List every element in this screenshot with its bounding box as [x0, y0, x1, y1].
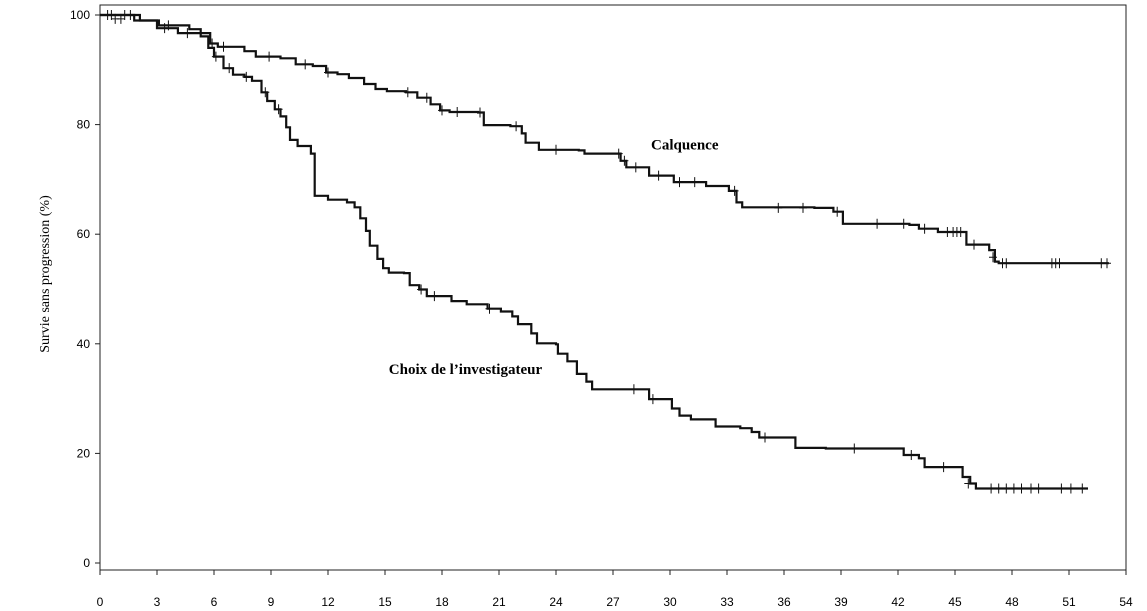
survival-curves	[100, 10, 1111, 494]
censor-mark	[1066, 483, 1075, 494]
x-tick-label-7: 21	[492, 595, 506, 609]
x-tick-label-13: 39	[834, 595, 848, 609]
y-axis: 0 20 40 60 80 100	[70, 8, 100, 570]
censor-mark	[654, 170, 663, 181]
y-tick-label-2: 40	[77, 337, 91, 351]
censor-mark	[774, 202, 783, 213]
censor-marks-0	[107, 10, 1111, 269]
censor-mark	[438, 105, 446, 116]
x-tick-label-8: 24	[549, 595, 563, 609]
censor-mark	[761, 432, 769, 443]
x-tick-label-5: 15	[378, 595, 392, 609]
censor-mark	[873, 218, 882, 229]
censor-mark	[324, 67, 332, 78]
x-tick-label-6: 18	[435, 595, 449, 609]
censor-mark	[956, 227, 965, 238]
censor-mark	[970, 239, 978, 250]
censor-mark	[629, 384, 638, 395]
series-line-1	[100, 13, 1088, 490]
censor-mark	[301, 59, 310, 70]
x-tick-label-9: 27	[606, 595, 620, 609]
censor-mark	[111, 13, 120, 24]
censor-mark	[730, 185, 739, 196]
censor-mark	[1103, 258, 1111, 269]
censor-mark	[850, 443, 859, 454]
censor-mark	[225, 63, 234, 74]
censor-mark	[219, 41, 228, 52]
censor-mark	[1027, 483, 1035, 494]
y-tick-label-4: 80	[77, 118, 91, 132]
y-tick-label-0: 0	[83, 556, 90, 570]
x-tick-label-4: 12	[321, 595, 335, 609]
x-tick-label-12: 36	[777, 595, 791, 609]
censor-mark	[907, 450, 916, 461]
censor-mark	[242, 71, 251, 82]
x-tick-label-1: 3	[154, 595, 161, 609]
censor-mark	[552, 144, 560, 155]
censor-mark	[120, 10, 129, 20]
censor-mark	[1078, 483, 1087, 494]
censor-mark	[939, 462, 948, 473]
censor-mark	[1017, 483, 1026, 494]
censor-mark	[211, 51, 220, 62]
x-tick-label-2: 6	[211, 595, 218, 609]
censor-mark	[1055, 258, 1064, 269]
x-tick-label-15: 45	[948, 595, 962, 609]
censor-mark	[265, 51, 274, 62]
censor-mark	[994, 483, 1003, 494]
censor-mark	[261, 87, 270, 98]
y-tick-label-5: 100	[70, 8, 90, 22]
censor-mark	[512, 121, 521, 132]
x-tick-label-14: 42	[891, 595, 905, 609]
censor-mark	[274, 104, 283, 115]
censor-mark	[476, 107, 484, 118]
censor-mark	[920, 223, 929, 234]
x-tick-label-11: 33	[720, 595, 734, 609]
censor-mark	[417, 284, 426, 295]
censor-mark	[485, 303, 494, 314]
x-tick-label-10: 30	[663, 595, 677, 609]
censor-mark	[453, 106, 462, 117]
censor-mark	[987, 483, 996, 494]
y-tick-label-1: 20	[77, 446, 91, 460]
censor-mark	[430, 291, 439, 302]
series-line-0	[100, 13, 1109, 265]
x-tick-label-17: 51	[1062, 595, 1076, 609]
censor-mark	[1009, 483, 1018, 494]
x-tick-label-3: 9	[268, 595, 275, 609]
censor-mark	[403, 87, 412, 98]
censor-mark	[1002, 483, 1011, 494]
series-labels: Calquence Choix de l’investigateur	[389, 137, 719, 378]
censor-mark	[899, 218, 908, 229]
censor-mark	[1057, 483, 1066, 494]
censor-mark	[422, 92, 431, 103]
x-tick-label-0: 0	[97, 595, 104, 609]
censor-mark	[1034, 483, 1043, 494]
censor-mark	[675, 177, 684, 188]
censor-mark	[799, 202, 807, 213]
censor-mark	[614, 148, 623, 159]
censor-mark	[964, 478, 973, 489]
y-axis-label: Survie sans progression (%)	[38, 195, 53, 353]
censor-mark	[1002, 258, 1011, 269]
x-tick-label-18: 54	[1119, 595, 1133, 609]
censor-mark	[648, 394, 657, 405]
y-tick-label-3: 60	[77, 227, 91, 241]
x-tick-label-16: 48	[1005, 595, 1019, 609]
plot-frame	[99, 4, 1127, 571]
censor-mark	[164, 20, 173, 31]
x-axis: 0 3 6 9 12 15 18 21 24 27 30 33 36 39 42 45 48 51 54	[97, 570, 1133, 609]
censor-mark	[103, 10, 112, 20]
censor-mark	[690, 177, 699, 188]
censor-marks-1	[103, 10, 1087, 494]
censor-mark	[620, 155, 629, 166]
censor-mark	[631, 162, 640, 173]
censor-mark	[833, 206, 842, 217]
censor-mark	[989, 252, 997, 263]
series-label-0: Calquence	[651, 137, 719, 153]
censor-mark	[183, 28, 192, 39]
series-label-1: Choix de l’investigateur	[389, 362, 543, 378]
